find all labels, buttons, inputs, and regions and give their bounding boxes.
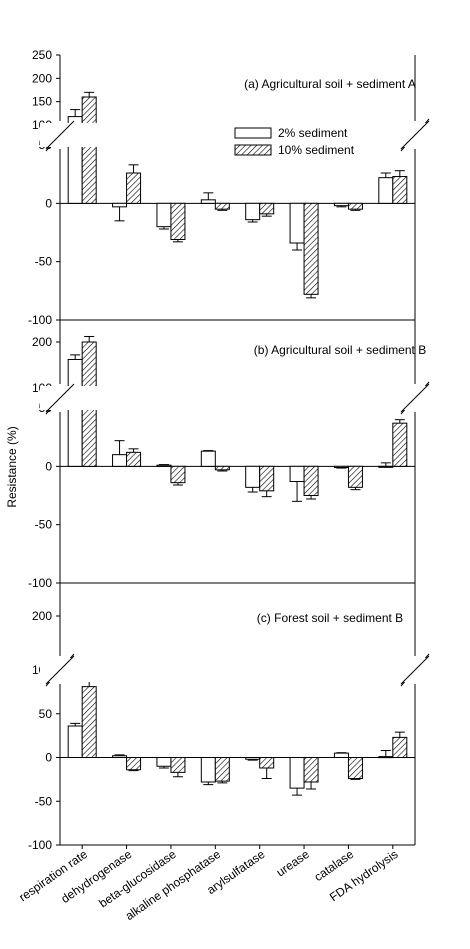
bar-2pct-dehydrogenase — [112, 202, 128, 208]
bar-10pct-urease — [303, 465, 319, 497]
bar-2pct-urease — [289, 465, 305, 483]
y-tick-label: -100 — [28, 313, 52, 327]
bar-10pct-dehydrogenase — [126, 172, 142, 204]
axis-break-mark — [45, 383, 75, 413]
bar-2pct-alkaline-phosphatase — [200, 199, 216, 204]
bar-2pct-arylsulfatase — [245, 465, 261, 488]
panel-title: (c) Forest soil + sediment B — [257, 611, 403, 625]
bar-2pct-FDA-hydrolysis — [378, 177, 394, 204]
bars — [67, 680, 408, 796]
bar-10pct-FDA-hydrolysis — [392, 736, 408, 758]
y-tick-label: 50 — [39, 707, 53, 721]
bar-10pct-dehydrogenase — [126, 451, 142, 467]
axis-break-gap — [40, 386, 435, 410]
bar-2pct-alkaline-phosphatase — [200, 450, 216, 467]
bar-10pct-FDA-hydrolysis — [392, 176, 408, 204]
bar-10pct-respiration-rate — [81, 686, 97, 758]
y-tick-label: 0 — [45, 459, 52, 473]
axis-break-mark — [45, 120, 75, 150]
panel-3: -100-50050100200(c) Forest soil + sedime… — [28, 583, 435, 852]
bar-10pct-beta-glucosidase — [170, 202, 186, 240]
bar-10pct-alkaline-phosphatase — [214, 202, 230, 210]
y-ticks: -100-50050100150200250 — [28, 48, 60, 327]
bar-2pct-arylsulfatase — [245, 202, 261, 221]
y-tick-label: 200 — [32, 71, 52, 85]
bar-10pct-urease — [303, 202, 319, 295]
bar-10pct-catalase — [347, 757, 363, 779]
bar-10pct-arylsulfatase — [259, 202, 275, 215]
bar-2pct-dehydrogenase — [112, 755, 128, 758]
bar-10pct-catalase — [347, 202, 363, 210]
bar-2pct-FDA-hydrolysis — [378, 465, 394, 468]
bar-2pct-dehydrogenase — [112, 454, 128, 467]
axis-break-gap — [40, 658, 435, 682]
y-tick-label: 250 — [32, 48, 52, 62]
panels-layer: -100-50050100150200250(a) Agricultural s… — [28, 48, 435, 852]
axis-break-mark — [400, 383, 430, 413]
axis-break-mark — [45, 655, 75, 685]
y-tick-label: -100 — [28, 838, 52, 852]
bar-10pct-respiration-rate — [81, 96, 97, 204]
bar-2pct-catalase — [333, 752, 349, 758]
bar-10pct-beta-glucosidase — [170, 757, 186, 773]
y-tick-label: -50 — [35, 794, 53, 808]
y-tick-label: -50 — [35, 518, 53, 532]
bar-2pct-urease — [289, 202, 305, 244]
y-axis-label: Resistance (%) — [5, 426, 19, 507]
bar-10pct-catalase — [347, 465, 363, 488]
legend-label: 10% sediment — [278, 143, 355, 157]
bar-2pct-catalase — [333, 202, 349, 207]
bar-10pct-arylsulfatase — [259, 465, 275, 492]
bar-2pct-catalase — [333, 465, 349, 469]
y-tick-label: 200 — [32, 609, 52, 623]
bar-10pct-alkaline-phosphatase — [214, 465, 230, 471]
panel-title: (b) Agricultural soil + sediment B — [254, 343, 426, 357]
y-tick-label: 150 — [32, 95, 52, 109]
bar-2pct-beta-glucosidase — [156, 464, 172, 467]
bar-2pct-urease — [289, 757, 305, 789]
legend-label: 2% sediment — [278, 126, 348, 140]
bar-2pct-respiration-rate — [67, 725, 83, 758]
bar-10pct-urease — [303, 757, 319, 783]
y-tick-label: -50 — [35, 255, 53, 269]
x-tick-label: urease — [274, 847, 312, 880]
x-tick-labels: respiration ratedehydrogenasebeta-glucos… — [16, 845, 401, 923]
panel-1: -100-50050100150200250(a) Agricultural s… — [28, 48, 435, 327]
bar-10pct-arylsulfatase — [259, 757, 275, 769]
y-ticks: -100-50050100200 — [28, 609, 60, 852]
bar-10pct-alkaline-phosphatase — [214, 757, 230, 782]
bar-2pct-beta-glucosidase — [156, 757, 172, 767]
y-tick-label: 0 — [45, 196, 52, 210]
bar-2pct-beta-glucosidase — [156, 202, 172, 228]
bars — [67, 335, 408, 502]
bar-10pct-FDA-hydrolysis — [392, 422, 408, 467]
panel-title: (a) Agricultural soil + sediment A — [244, 77, 416, 91]
y-tick-label: 0 — [45, 751, 52, 765]
bar-10pct-beta-glucosidase — [170, 465, 186, 484]
panel-2: -100-50050100200(b) Agricultural soil + … — [28, 320, 435, 590]
bar-10pct-dehydrogenase — [126, 757, 142, 771]
legend: 2% sediment 10% sediment — [234, 126, 355, 157]
bar-2pct-arylsulfatase — [245, 757, 261, 760]
bar-2pct-FDA-hydrolysis — [378, 756, 394, 759]
axis-break-mark — [400, 120, 430, 150]
legend-swatch — [234, 127, 272, 139]
bar-2pct-alkaline-phosphatase — [200, 757, 216, 783]
bar-2pct-respiration-rate — [67, 358, 83, 467]
y-ticks: -100-50050100200 — [28, 335, 60, 590]
y-tick-label: 200 — [32, 335, 52, 349]
y-tick-label: -100 — [28, 576, 52, 590]
legend-swatch — [234, 144, 272, 156]
axis-break-mark — [400, 655, 430, 685]
